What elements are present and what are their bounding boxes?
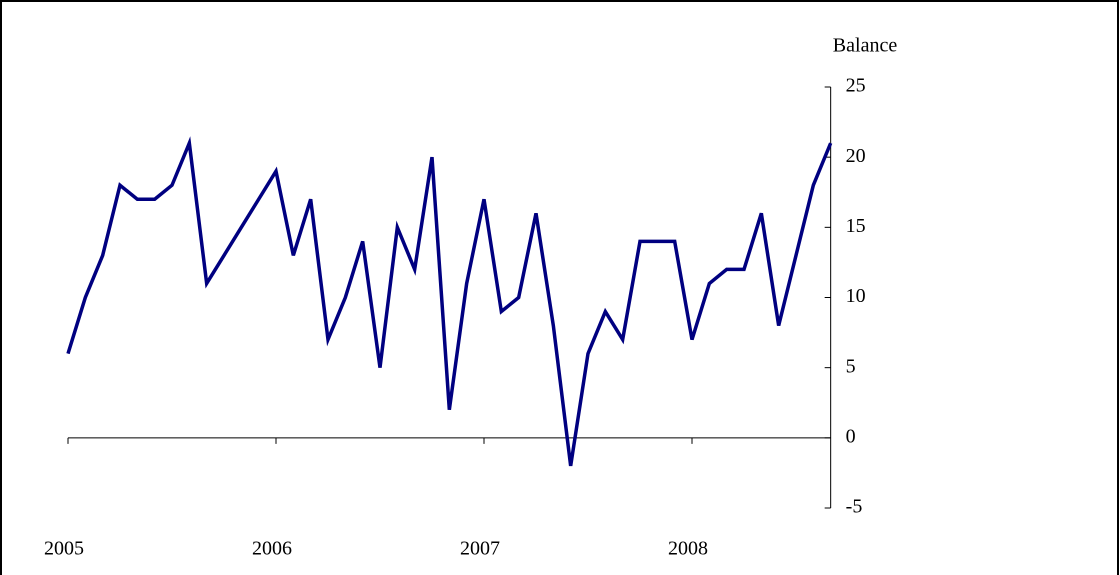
x-tick-label: 2006 [252,538,292,560]
data-line [66,136,833,467]
y-tick-label: 25 [846,75,866,97]
x-tick-label: 2005 [44,538,84,560]
x-tick-label: 2007 [460,538,500,560]
y-tick-label: 20 [846,145,866,167]
y-tick-label: 15 [846,215,866,237]
y-tick-label: 10 [846,285,866,307]
y-tick-label: -5 [846,496,863,518]
y-tick-label: 5 [846,355,856,377]
y-axis-label: Balance [833,35,898,57]
y-tick-label: 0 [846,425,856,447]
x-tick-label: 2008 [668,538,708,560]
